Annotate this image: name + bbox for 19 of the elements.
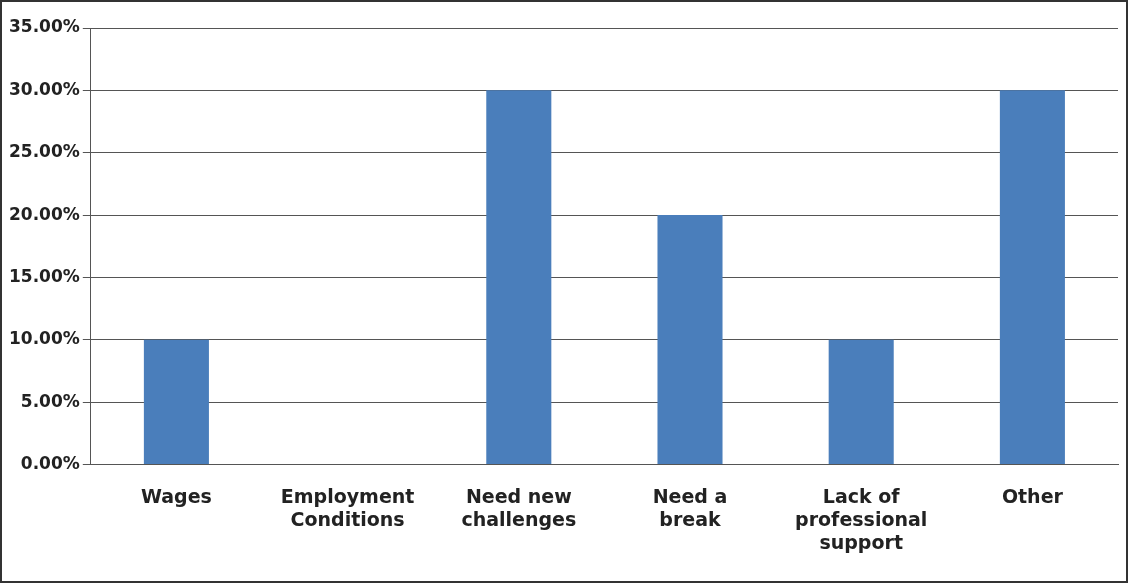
y-tick-label: 15.00% [8,265,80,286]
x-tick-label: Need new challenges [461,484,577,530]
bar [486,90,552,465]
y-tick-label: 30.00% [8,78,80,99]
bar [999,90,1065,465]
bar [828,339,894,465]
y-tick-label: 5.00% [20,390,80,411]
y-tick-label: 35.00% [8,16,80,37]
x-tick-label: Other [1001,484,1064,507]
x-tick-label: Wages [140,484,212,507]
y-tick-label: 10.00% [8,328,80,349]
x-tick-label: Need a break [652,484,728,530]
bar [143,339,209,465]
x-tick-label: Lack of professional support [795,484,928,553]
bar [657,215,723,465]
x-tick-label: Employment Conditions [280,484,415,530]
y-tick-label: 0.00% [20,453,80,474]
y-tick-label: 20.00% [8,203,80,224]
y-tick-label: 25.00% [8,141,80,162]
